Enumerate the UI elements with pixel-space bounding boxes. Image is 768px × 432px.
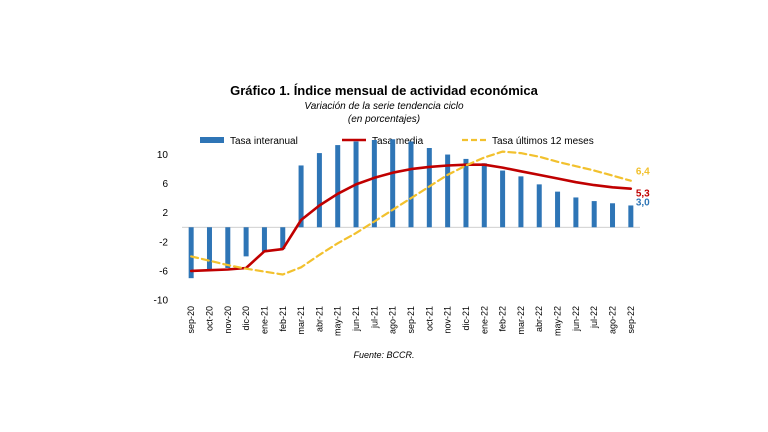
x-tick-label: dic-20	[241, 306, 251, 331]
bar-tasa-interanual	[261, 227, 267, 252]
x-tick-label: sep-21	[406, 306, 416, 334]
bar-tasa-interanual	[225, 227, 231, 268]
bar-tasa-interanual	[500, 170, 506, 228]
y-tick-label: -10	[154, 296, 169, 307]
end-label: 3,0	[636, 197, 650, 208]
x-tick-label: abr-21	[314, 306, 324, 332]
bar-tasa-interanual	[280, 227, 286, 250]
x-tick-label: abr-22	[534, 306, 544, 332]
x-tick-label: may-21	[333, 306, 343, 336]
bar-tasa-interanual	[610, 203, 616, 228]
bar-tasa-interanual	[518, 176, 524, 228]
bar-tasa-interanual	[408, 141, 414, 228]
x-tick-label: ago-21	[388, 306, 398, 334]
y-tick-label: 2	[162, 208, 168, 219]
bar-tasa-interanual	[243, 227, 249, 257]
chart-subtitle: Variación de la serie tendencia ciclo	[304, 101, 464, 112]
y-tick-label: -2	[159, 237, 168, 248]
x-tick-label: jun-22	[571, 306, 581, 332]
y-tick-label: 6	[162, 179, 168, 190]
x-tick-label: mar-22	[516, 306, 526, 335]
bar-tasa-interanual	[555, 191, 561, 228]
bar-tasa-interanual	[445, 154, 451, 228]
x-tick-label: feb-21	[278, 306, 288, 332]
bar-tasa-interanual	[316, 153, 322, 228]
x-tick-label: jul-22	[589, 306, 599, 329]
x-tick-label: dic-21	[461, 306, 471, 331]
x-tick-label: feb-22	[498, 306, 508, 332]
y-tick-label: -6	[159, 266, 168, 277]
legend-swatch-bar	[200, 137, 224, 143]
x-tick-label: ene-21	[259, 306, 269, 334]
x-tick-label: mar-21	[296, 306, 306, 335]
x-tick-label: sep-20	[186, 306, 196, 334]
line-series	[189, 150, 633, 276]
end-label: 6,4	[636, 167, 650, 178]
line-tasa-media	[189, 163, 633, 273]
x-axis: sep-20 oct-20 nov-20 dic-20 ene-21 feb-21 mar-…	[186, 306, 636, 336]
bar-tasa-interanual	[390, 139, 396, 228]
y-axis: -10 -6 -2 2 6 10	[154, 150, 169, 306]
end-label: 5,3	[636, 189, 650, 200]
x-tick-label: ene-22	[479, 306, 489, 334]
end-labels: 6,4 5,33,0	[636, 167, 650, 209]
bar-tasa-interanual	[371, 140, 377, 228]
bar-tasa-interanual	[298, 165, 304, 228]
x-tick-label: nov-20	[223, 306, 233, 334]
y-tick-label: 10	[157, 150, 169, 161]
x-tick-label: nov-21	[443, 306, 453, 334]
x-tick-label: ago-22	[608, 306, 618, 334]
x-tick-label: may-22	[553, 306, 563, 336]
bar-tasa-interanual	[628, 205, 634, 228]
legend-label: Tasa media	[372, 136, 424, 147]
legend-label: Tasa últimos 12 meses	[492, 136, 594, 147]
x-tick-label: oct-21	[424, 306, 434, 331]
chart-title: Gráfico 1. Índice mensual de actividad e…	[230, 83, 538, 98]
legend-label: Tasa interanual	[230, 136, 298, 147]
bar-tasa-interanual	[573, 197, 579, 228]
bar-tasa-interanual	[188, 227, 194, 279]
x-tick-label: jul-21	[369, 306, 379, 329]
bar-tasa-interanual	[335, 145, 341, 228]
bar-series	[188, 139, 634, 279]
chart-subtitle-units: (en porcentajes)	[347, 114, 421, 125]
chart-legend: Tasa interanual Tasa media Tasa últimos 12…	[200, 136, 594, 147]
bar-tasa-interanual	[481, 163, 487, 228]
bar-tasa-interanual	[536, 184, 542, 228]
bar-tasa-interanual	[591, 201, 597, 228]
chart-source: Fuente: BCCR.	[353, 350, 415, 360]
x-tick-label: sep-22	[626, 306, 636, 334]
bar-tasa-interanual	[206, 227, 212, 270]
x-tick-label: oct-20	[204, 306, 214, 331]
line-tasa-ultimos-12-meses	[190, 150, 632, 276]
x-tick-label: jun-21	[351, 306, 361, 332]
bar-tasa-interanual	[463, 158, 469, 228]
